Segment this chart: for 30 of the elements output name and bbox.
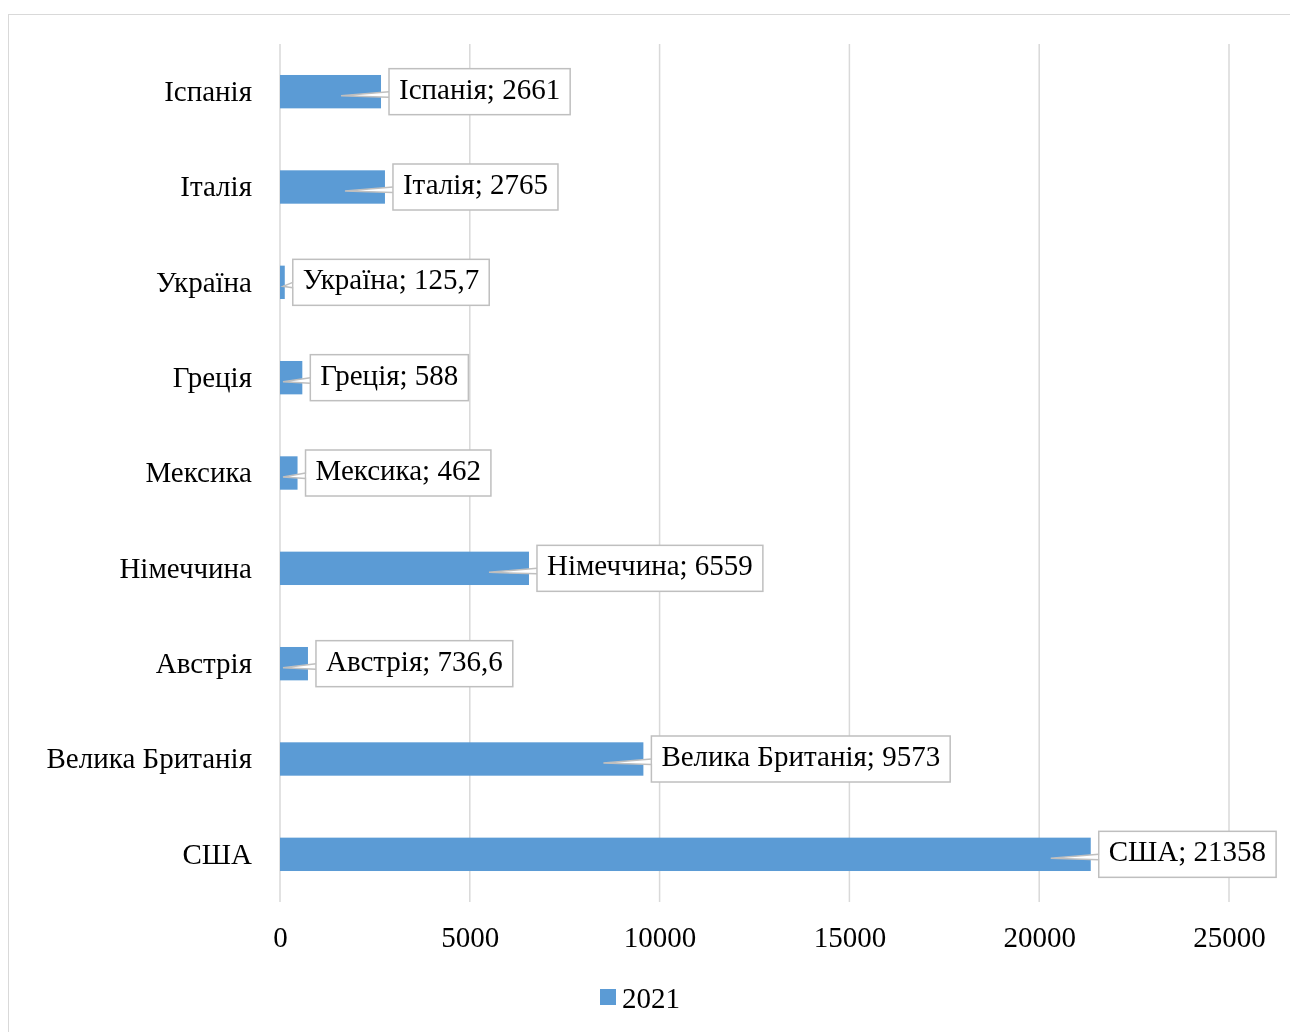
data-label: Україна; 125,7 (302, 263, 480, 296)
x-tick-label: 10000 (623, 920, 697, 953)
bar (280, 551, 529, 586)
bar (280, 837, 1091, 872)
bar (280, 74, 382, 109)
x-tick-label: 20000 (1003, 920, 1076, 953)
data-label: Греція; 588 (320, 358, 459, 391)
bar (280, 742, 644, 776)
y-tick-label: Велика Британія (46, 742, 252, 775)
data-label: Німеччина; 6559 (546, 549, 753, 582)
x-tick-label: 15000 (813, 920, 887, 953)
legend-label: 2021 (622, 982, 680, 1014)
y-tick-label: Німеччина (119, 551, 253, 584)
y-tick-label: Італія (180, 170, 252, 203)
x-tick-label: 25000 (1193, 920, 1266, 953)
y-tick-label: Іспанія (164, 74, 252, 107)
x-tick-label: 0 (273, 920, 288, 953)
data-label: Велика Британія; 9573 (661, 740, 941, 772)
data-label: Іспанія; 2661 (399, 72, 561, 105)
bar (280, 170, 385, 204)
y-tick-label: Мексика (145, 456, 253, 489)
y-tick-label: Україна (156, 265, 253, 298)
y-tick-label: Греція (172, 360, 252, 393)
data-label: Італія; 2765 (402, 168, 548, 200)
y-tick-label: Австрія (155, 646, 252, 679)
data-label: Австрія; 736,6 (325, 644, 503, 677)
data-label: США; 21358 (1108, 835, 1267, 868)
y-tick-label: США (182, 837, 253, 870)
data-label: Мексика; 462 (315, 454, 481, 486)
x-tick-label: 5000 (441, 920, 500, 953)
